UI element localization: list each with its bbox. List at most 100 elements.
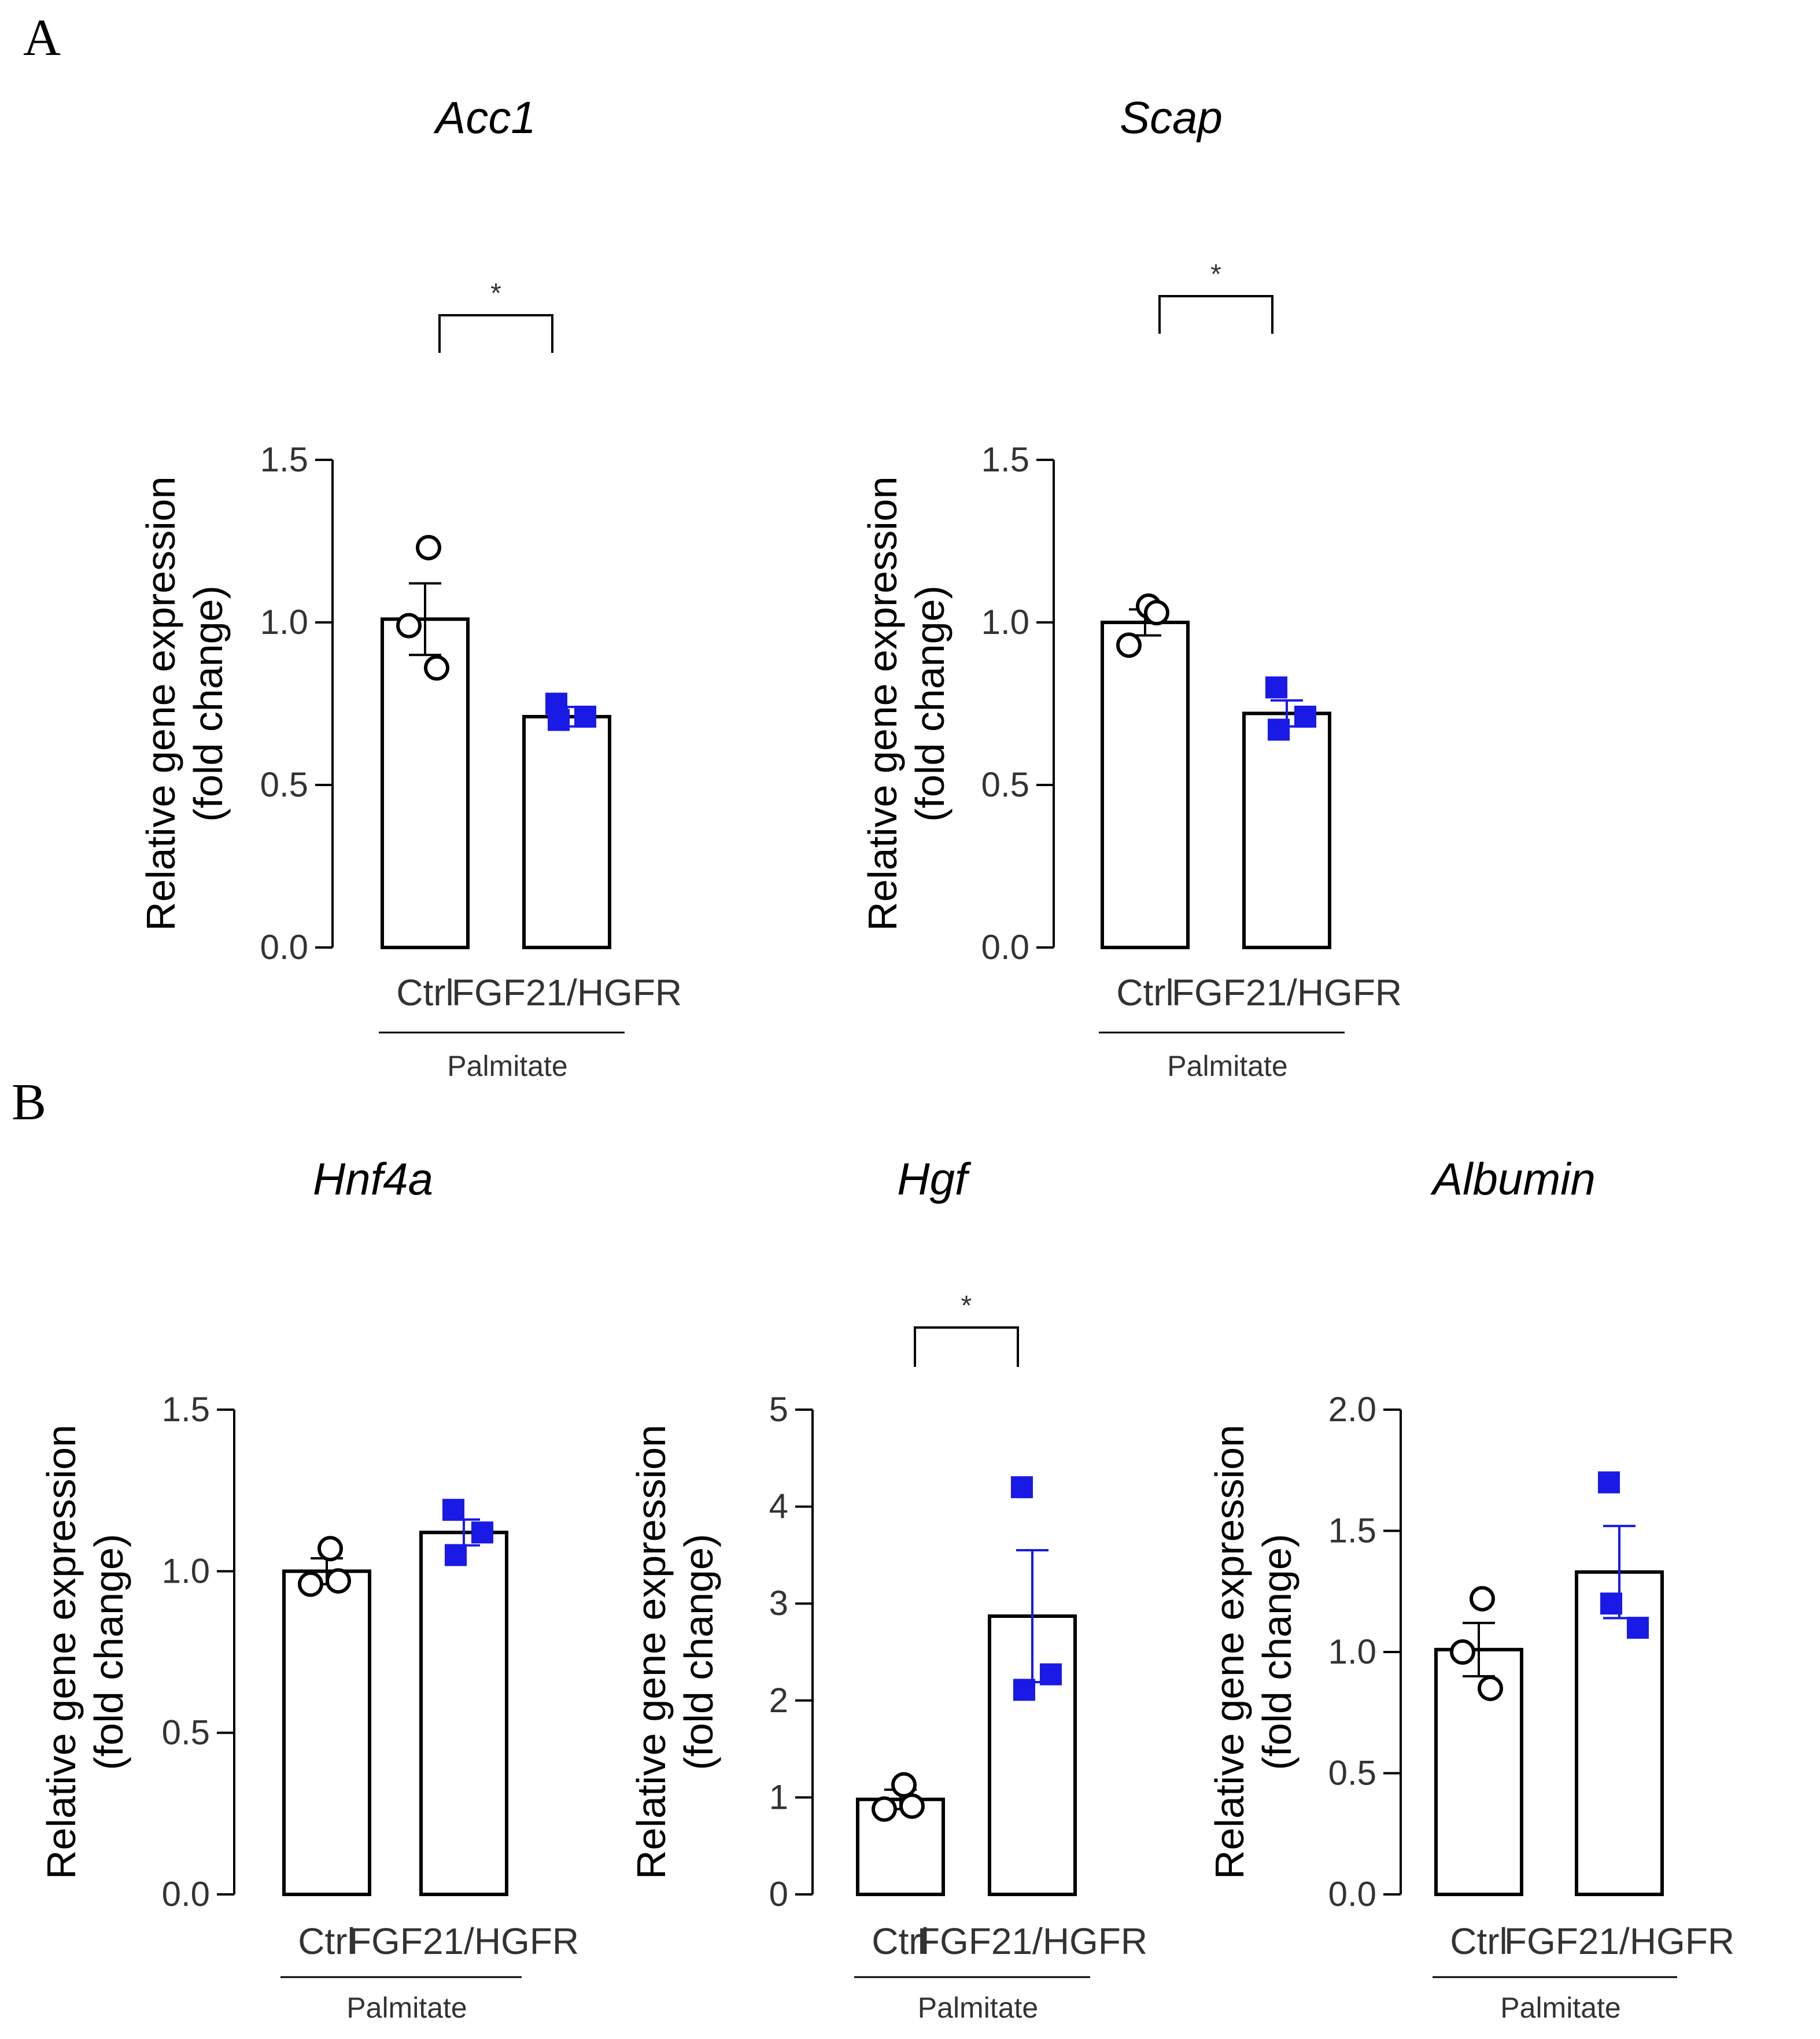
significance-marker: * — [961, 1290, 972, 1321]
plot-hgf: Hgf Relative gene expression (fold change)… — [629, 1153, 1147, 2024]
significance-bracket — [914, 1326, 1019, 1367]
chart-title: Scap — [1120, 92, 1223, 143]
x-category-label: FGF21/HGFR — [452, 972, 682, 1013]
y-axis-label-line: Relative gene expression — [629, 1425, 674, 1879]
y-axis-label: Relative gene expression (fold change) — [138, 476, 231, 931]
y-tick-label: 2 — [769, 1681, 788, 1720]
data-point-ctrl — [424, 655, 449, 681]
y-tick-label: 5 — [769, 1390, 788, 1429]
chart-title: Hgf — [897, 1153, 972, 1204]
y-tick-label: 1 — [769, 1778, 788, 1816]
bar-treatment — [1242, 711, 1331, 949]
x-category-label: Ctrl — [872, 1920, 929, 1962]
data-point-treatment — [1600, 1592, 1622, 1615]
data-point-treatment — [1294, 705, 1316, 728]
data-point-ctrl — [1478, 1675, 1503, 1701]
y-axis-label-line: (fold change) — [186, 585, 231, 822]
x-category-label: FGF21/HGFR — [1172, 972, 1402, 1013]
y-tick-label: 2.0 — [1328, 1390, 1376, 1429]
y-tick-label: 0.5 — [1328, 1754, 1376, 1793]
data-point-treatment — [1268, 718, 1290, 741]
data-point-treatment — [1598, 1471, 1620, 1494]
bar-ctrl — [856, 1797, 945, 1896]
data-point-treatment — [1265, 676, 1287, 699]
data-point-treatment — [442, 1499, 464, 1521]
y-axis-label-line: (fold change) — [86, 1534, 131, 1771]
data-point-ctrl — [1450, 1639, 1475, 1665]
y-tick-label: 0 — [769, 1875, 788, 1913]
data-point-ctrl — [298, 1571, 323, 1597]
bar-ctrl — [1101, 621, 1190, 949]
y-tick-label: 1.5 — [981, 440, 1029, 479]
data-point-ctrl — [326, 1568, 351, 1594]
y-axis-label: Relative gene expression (fold change) — [860, 476, 953, 931]
chart-title: Acc1 — [433, 92, 536, 143]
x-category-label: FGF21/HGFR — [917, 1920, 1147, 1962]
plot-albumin: Albumin Relative gene expression (fold cha… — [1207, 1153, 1734, 2024]
data-point-ctrl — [1470, 1586, 1495, 1612]
plot-scap: Scap Relative gene expression (fold change… — [860, 92, 1402, 1082]
significance-marker: * — [490, 278, 501, 309]
x-category-label: Ctrl — [298, 1920, 356, 1962]
data-point-treatment — [445, 1544, 467, 1566]
bar-treatment — [419, 1531, 508, 1896]
chart-title: Albumin — [1430, 1153, 1596, 1204]
x-category-label: FGF21/HGFR — [349, 1920, 579, 1962]
y-axis-label-line: Relative gene expression — [138, 476, 183, 931]
plot-acc1: Acc1 Relative gene expression (fold change… — [138, 92, 682, 1082]
y-axis-label-line: (fold change) — [676, 1534, 721, 1771]
y-tick-label: 1.5 — [162, 1390, 210, 1429]
data-point-ctrl — [891, 1772, 917, 1798]
y-axis-label: Relative gene expression (fold change) — [629, 1425, 721, 1879]
y-tick-label: 0.5 — [260, 765, 308, 804]
y-tick-label: 0.0 — [162, 1875, 210, 1913]
data-point-treatment — [471, 1521, 493, 1544]
data-point-ctrl — [396, 613, 422, 639]
panel-letter-b: B — [12, 1074, 46, 1131]
y-tick-label: 0.5 — [162, 1713, 210, 1752]
x-category-label: Ctrl — [1116, 972, 1174, 1013]
group-label: Palmitate — [1167, 1050, 1287, 1082]
y-tick-label: 1.5 — [260, 440, 308, 479]
data-point-treatment — [1627, 1617, 1649, 1639]
y-tick-label: 1.5 — [1328, 1511, 1376, 1550]
y-tick-label: 0.5 — [981, 765, 1029, 804]
y-tick-label: 1.0 — [981, 603, 1029, 641]
y-tick-label: 3 — [769, 1584, 788, 1623]
y-tick-label: 0.0 — [1328, 1875, 1376, 1913]
x-category-label: Ctrl — [396, 972, 454, 1013]
y-tick-label: 0.0 — [260, 928, 308, 967]
y-tick-label: 1.0 — [260, 603, 308, 641]
data-point-ctrl — [1144, 600, 1169, 626]
y-tick-label: 1.0 — [1328, 1632, 1376, 1671]
data-point-treatment — [1013, 1679, 1035, 1701]
y-axis-label-line: Relative gene expression — [1207, 1425, 1252, 1879]
y-tick-label: 1.0 — [162, 1551, 210, 1590]
group-label: Palmitate — [1500, 1992, 1620, 2024]
panel-letter-a: A — [23, 9, 61, 67]
y-axis-label-line: (fold change) — [1254, 1534, 1300, 1771]
x-category-label: Ctrl — [1450, 1920, 1508, 1962]
y-tick-label: 4 — [769, 1487, 788, 1526]
x-category-label: FGF21/HGFR — [1504, 1920, 1734, 1962]
significance-bracket — [1158, 295, 1273, 334]
y-axis-label-line: Relative gene expression — [39, 1425, 84, 1879]
data-point-treatment — [1040, 1663, 1062, 1686]
significance-marker: * — [1210, 259, 1221, 290]
significance-bracket — [438, 314, 553, 353]
y-axis-label: Relative gene expression (fold change) — [39, 1425, 131, 1879]
data-point-ctrl — [872, 1796, 897, 1822]
group-label: Palmitate — [346, 1992, 467, 2024]
group-label: Palmitate — [918, 1992, 1038, 2024]
data-point-ctrl — [899, 1793, 925, 1819]
bar-ctrl — [282, 1569, 371, 1896]
y-axis-label-line: (fold change) — [907, 585, 953, 822]
group-label: Palmitate — [447, 1050, 567, 1082]
data-point-treatment — [548, 709, 570, 731]
data-point-ctrl — [416, 534, 441, 561]
data-point-treatment — [1011, 1476, 1033, 1499]
bar-treatment — [1575, 1570, 1664, 1896]
y-tick-label: 0.0 — [981, 928, 1029, 967]
chart-title: Hnf4a — [313, 1153, 433, 1204]
